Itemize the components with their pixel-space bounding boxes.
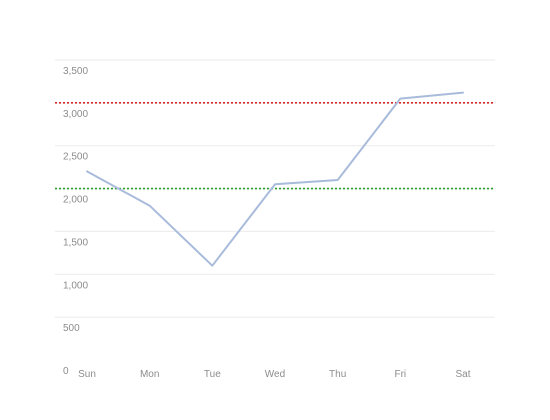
y-tick-label: 1,500 xyxy=(63,237,88,248)
series-line xyxy=(86,91,464,267)
y-tick-label: 2,500 xyxy=(63,152,88,163)
x-tick-label: Sat xyxy=(455,369,470,380)
y-tick-label: 3,500 xyxy=(63,66,88,77)
y-tick-label: 500 xyxy=(63,323,80,334)
y-tick-label: 3,000 xyxy=(63,109,88,120)
x-tick-label: Tue xyxy=(204,369,221,380)
y-axis-ticks: 0 500 1,000 1,500 2,000 2,500 3,000 3,500 xyxy=(63,66,88,377)
y-tick-label: 0 xyxy=(63,366,69,377)
x-tick-label: Mon xyxy=(140,369,159,380)
x-axis-ticks: Sun Mon Tue Wed Thu Fri Sat xyxy=(78,369,471,380)
series-layer xyxy=(86,91,464,267)
x-tick-label: Sun xyxy=(78,369,96,380)
reference-lines xyxy=(55,102,495,190)
y-tick-label: 2,000 xyxy=(63,195,88,206)
x-tick-label: Thu xyxy=(329,369,346,380)
x-tick-label: Fri xyxy=(394,369,406,380)
y-tick-label: 1,000 xyxy=(63,280,88,291)
x-tick-label: Wed xyxy=(265,369,285,380)
